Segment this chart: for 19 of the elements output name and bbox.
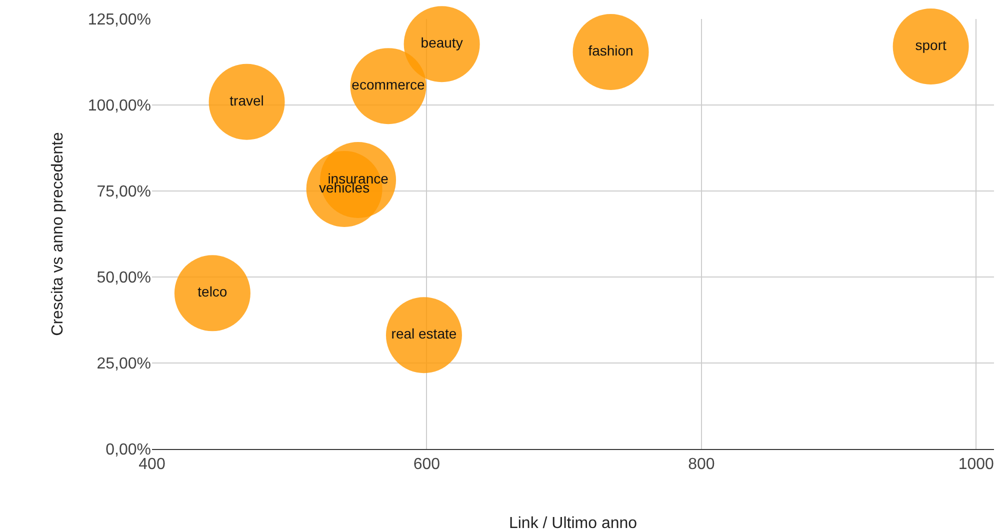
x-tick-label: 400 — [138, 456, 166, 474]
y-tick-label: 25,00% — [96, 356, 151, 373]
series-label: sport — [915, 37, 946, 54]
y-tick-label: 0,00% — [106, 442, 151, 459]
y-tick-label: 50,00% — [96, 270, 151, 287]
y-axis-title: Crescita vs anno precedente — [50, 132, 67, 336]
series-label: real estate — [391, 326, 457, 342]
y-tick-label: 100,00% — [88, 98, 151, 115]
y-tick-label: 125,00% — [88, 12, 151, 29]
series-label: ecommerce — [352, 76, 426, 93]
x-tick-label: 800 — [688, 456, 715, 474]
series-label: telco — [198, 284, 228, 300]
series-label: travel — [230, 92, 264, 108]
x-axis-title: Link / Ultimo anno — [508, 515, 638, 532]
y-tick-label: 75,00% — [96, 184, 151, 201]
series-label: fashion — [588, 42, 634, 59]
x-tick-label: 1000 — [958, 456, 994, 474]
x-tick-label: 600 — [413, 456, 440, 474]
series-label: beauty — [420, 34, 463, 51]
